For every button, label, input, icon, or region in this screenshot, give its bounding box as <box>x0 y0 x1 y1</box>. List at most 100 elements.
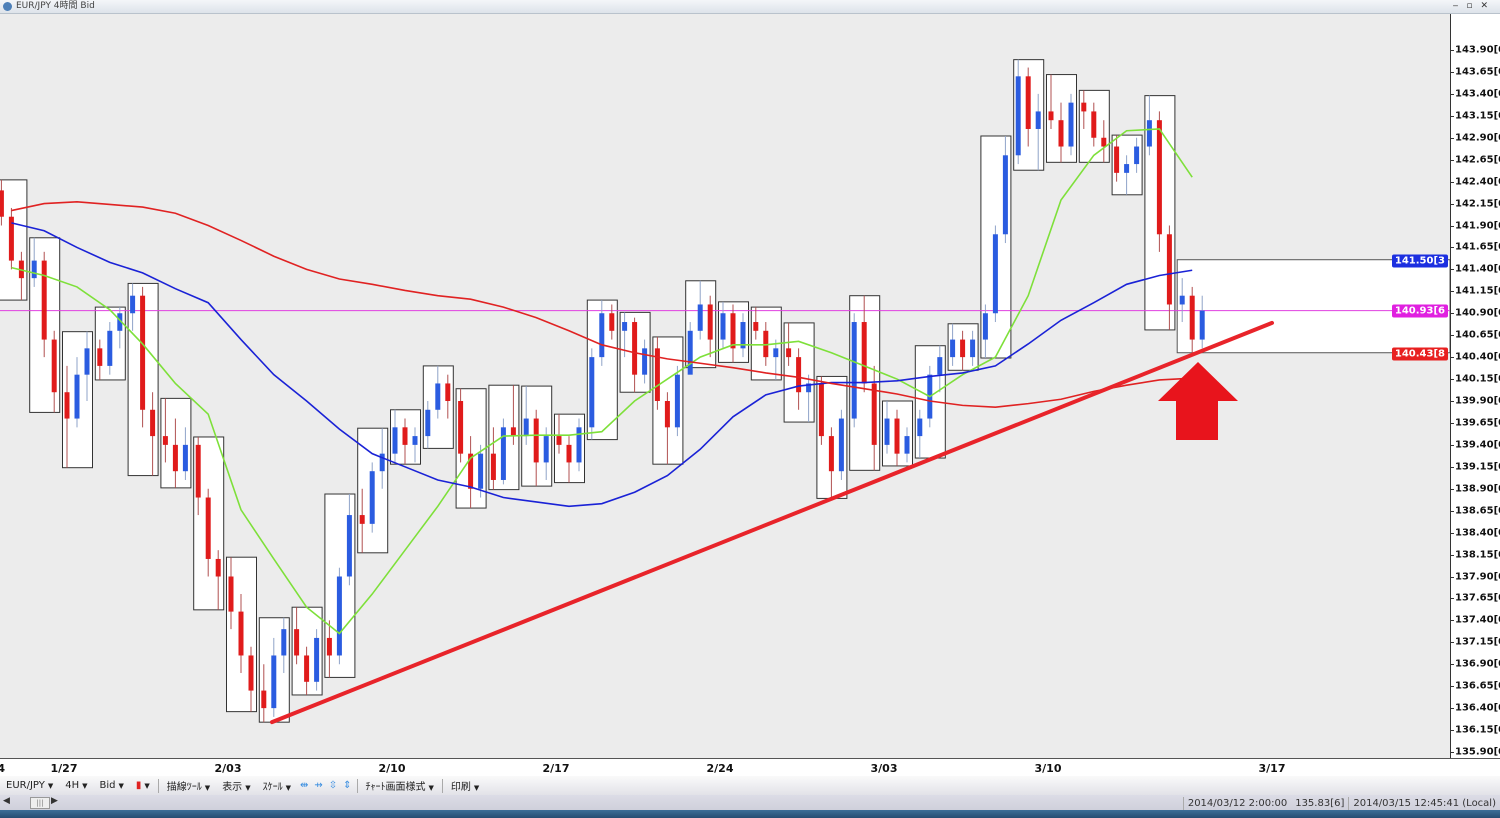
candle-body <box>838 418 844 472</box>
candle-body <box>828 436 834 472</box>
candle-body <box>622 322 628 331</box>
candle-body <box>851 322 857 419</box>
candle-body <box>74 374 80 419</box>
y-tick-mark <box>1451 664 1454 666</box>
candle-body <box>1179 295 1185 305</box>
price-marker: 141.50[3 <box>1391 254 1448 268</box>
up-arrow-icon <box>1158 362 1238 440</box>
candle-body <box>162 436 168 445</box>
x-tick-label: 3/10 <box>1034 762 1062 775</box>
candle-body <box>425 409 431 437</box>
zoom-in-horizontal-button[interactable]: ⇹ <box>299 780 309 791</box>
candle-body <box>1134 146 1140 165</box>
candle-body <box>1146 120 1152 147</box>
candle-body <box>674 374 680 428</box>
symbol-dropdown[interactable]: EUR/JPY ▼ <box>6 780 54 791</box>
x-tick-label: 2/10 <box>378 762 406 775</box>
status-cursor-time: 2014/03/12 2:00:00 <box>1182 797 1291 810</box>
zoom-out-vertical-button[interactable]: ⇕ <box>343 780 352 791</box>
price-axis[interactable]: 143.90[0] 143.65[0] 143.40[0] 143.15[0] 142.… <box>1450 14 1500 758</box>
ma-mid-line <box>11 222 1193 508</box>
y-tick-label: 143.90[0] <box>1455 44 1500 56</box>
candle-body <box>1199 310 1205 340</box>
y-tick-mark <box>1451 510 1454 512</box>
price-type-dropdown[interactable]: Bid ▼ <box>99 780 124 791</box>
scroll-right-icon[interactable]: ▶ <box>51 796 58 806</box>
scale-dropdown[interactable]: ｽｹｰﾙ ▼ <box>262 782 291 793</box>
y-tick-mark <box>1451 422 1454 424</box>
zoom-out-horizontal-button[interactable]: ⇸ <box>314 780 323 791</box>
status-cursor-price: 135.83[6] <box>1295 798 1345 809</box>
y-tick-label: 140.90[0] <box>1455 307 1500 319</box>
candle-body <box>1015 76 1021 156</box>
y-tick-mark <box>1451 159 1454 161</box>
y-tick-mark <box>1451 752 1454 753</box>
y-tick-mark <box>1451 247 1454 249</box>
candle-body <box>970 339 976 358</box>
scroll-left-icon[interactable]: ◀ <box>3 796 10 806</box>
timeframe-dropdown[interactable]: 4H ▼ <box>65 780 88 791</box>
horizontal-scrollbar[interactable]: ◀ ||| ▶ <box>0 795 1500 810</box>
x-tick-label: 3/17 <box>1258 762 1286 775</box>
y-tick-mark <box>1451 444 1454 446</box>
candle-body <box>664 401 670 428</box>
print-dropdown[interactable]: 印刷 ▼ <box>450 782 480 793</box>
candle-body <box>1035 111 1041 129</box>
divider <box>441 778 443 793</box>
price-type-label: Bid <box>99 780 116 791</box>
y-tick-mark <box>1451 181 1454 183</box>
y-tick-mark <box>1451 50 1454 51</box>
candle-body <box>1114 146 1120 173</box>
candle-body <box>786 348 792 358</box>
y-tick-label: 140.40[0] <box>1455 351 1500 363</box>
y-tick-mark <box>1451 401 1454 402</box>
scroll-thumb[interactable]: ||| <box>30 797 50 809</box>
zoom-in-vertical-button[interactable]: ⇳ <box>328 780 338 791</box>
drawing-tools-dropdown[interactable]: 描線ﾂｰﾙ ▼ <box>166 782 211 793</box>
y-tick-mark <box>1451 576 1454 578</box>
y-tick-label: 141.65[0] <box>1455 241 1500 253</box>
candle-body <box>556 436 562 445</box>
y-tick-mark <box>1451 708 1454 710</box>
window-controls[interactable]: ‒▫✕ <box>1452 1 1496 11</box>
display-label: 表示 <box>222 782 243 793</box>
support-trendline <box>270 320 1274 725</box>
x-tick-label: 1/27 <box>50 762 78 775</box>
candle-body <box>992 234 998 314</box>
candle-body <box>215 558 221 577</box>
candle-body <box>379 453 385 472</box>
candle-body <box>894 418 900 454</box>
candle-body <box>205 497 211 559</box>
candle-body <box>1002 155 1008 235</box>
chart-toolbar: EUR/JPY ▼ 4H ▼ Bid ▼ ▮ ▼ 描線ﾂｰﾙ ▼ 表示 ▼ ｽｹｰﾙ ▼ ⇹ … <box>0 776 1500 795</box>
candle-body <box>238 611 244 656</box>
chart-style-label: ﾁｬｰﾄ画面様式 <box>365 782 426 793</box>
y-tick-label: 137.15[0] <box>1455 636 1500 648</box>
candle-body <box>182 444 188 472</box>
candle-body <box>982 313 988 340</box>
candle-body <box>261 690 267 709</box>
y-tick-mark <box>1451 554 1454 556</box>
chart-style-dropdown[interactable]: ﾁｬｰﾄ画面様式 ▼ <box>365 782 434 793</box>
candle-body <box>730 313 736 349</box>
candle-body <box>773 348 779 358</box>
candle-body <box>720 313 726 340</box>
timeframe-label: 4H <box>65 780 80 791</box>
candle-body <box>8 216 14 261</box>
display-dropdown[interactable]: 表示 ▼ <box>222 782 251 793</box>
candle-body <box>172 444 178 472</box>
x-tick-label: 2/17 <box>542 762 570 775</box>
candle-body <box>500 427 506 480</box>
candle-body <box>861 322 867 384</box>
price-chart[interactable] <box>0 14 1450 758</box>
y-tick-label: 142.15[0] <box>1455 198 1500 210</box>
candle-icon: ▮ <box>135 780 142 791</box>
candle-body <box>523 418 529 437</box>
y-tick-label: 138.15[0] <box>1455 549 1500 561</box>
candle-body <box>41 260 47 340</box>
candle-body <box>1124 164 1130 173</box>
drawing-tools-label: 描線ﾂｰﾙ <box>166 782 202 793</box>
y-tick-mark <box>1451 269 1454 271</box>
candle-body <box>228 576 234 612</box>
candle-style-dropdown[interactable]: ▮ ▼ <box>135 780 150 791</box>
